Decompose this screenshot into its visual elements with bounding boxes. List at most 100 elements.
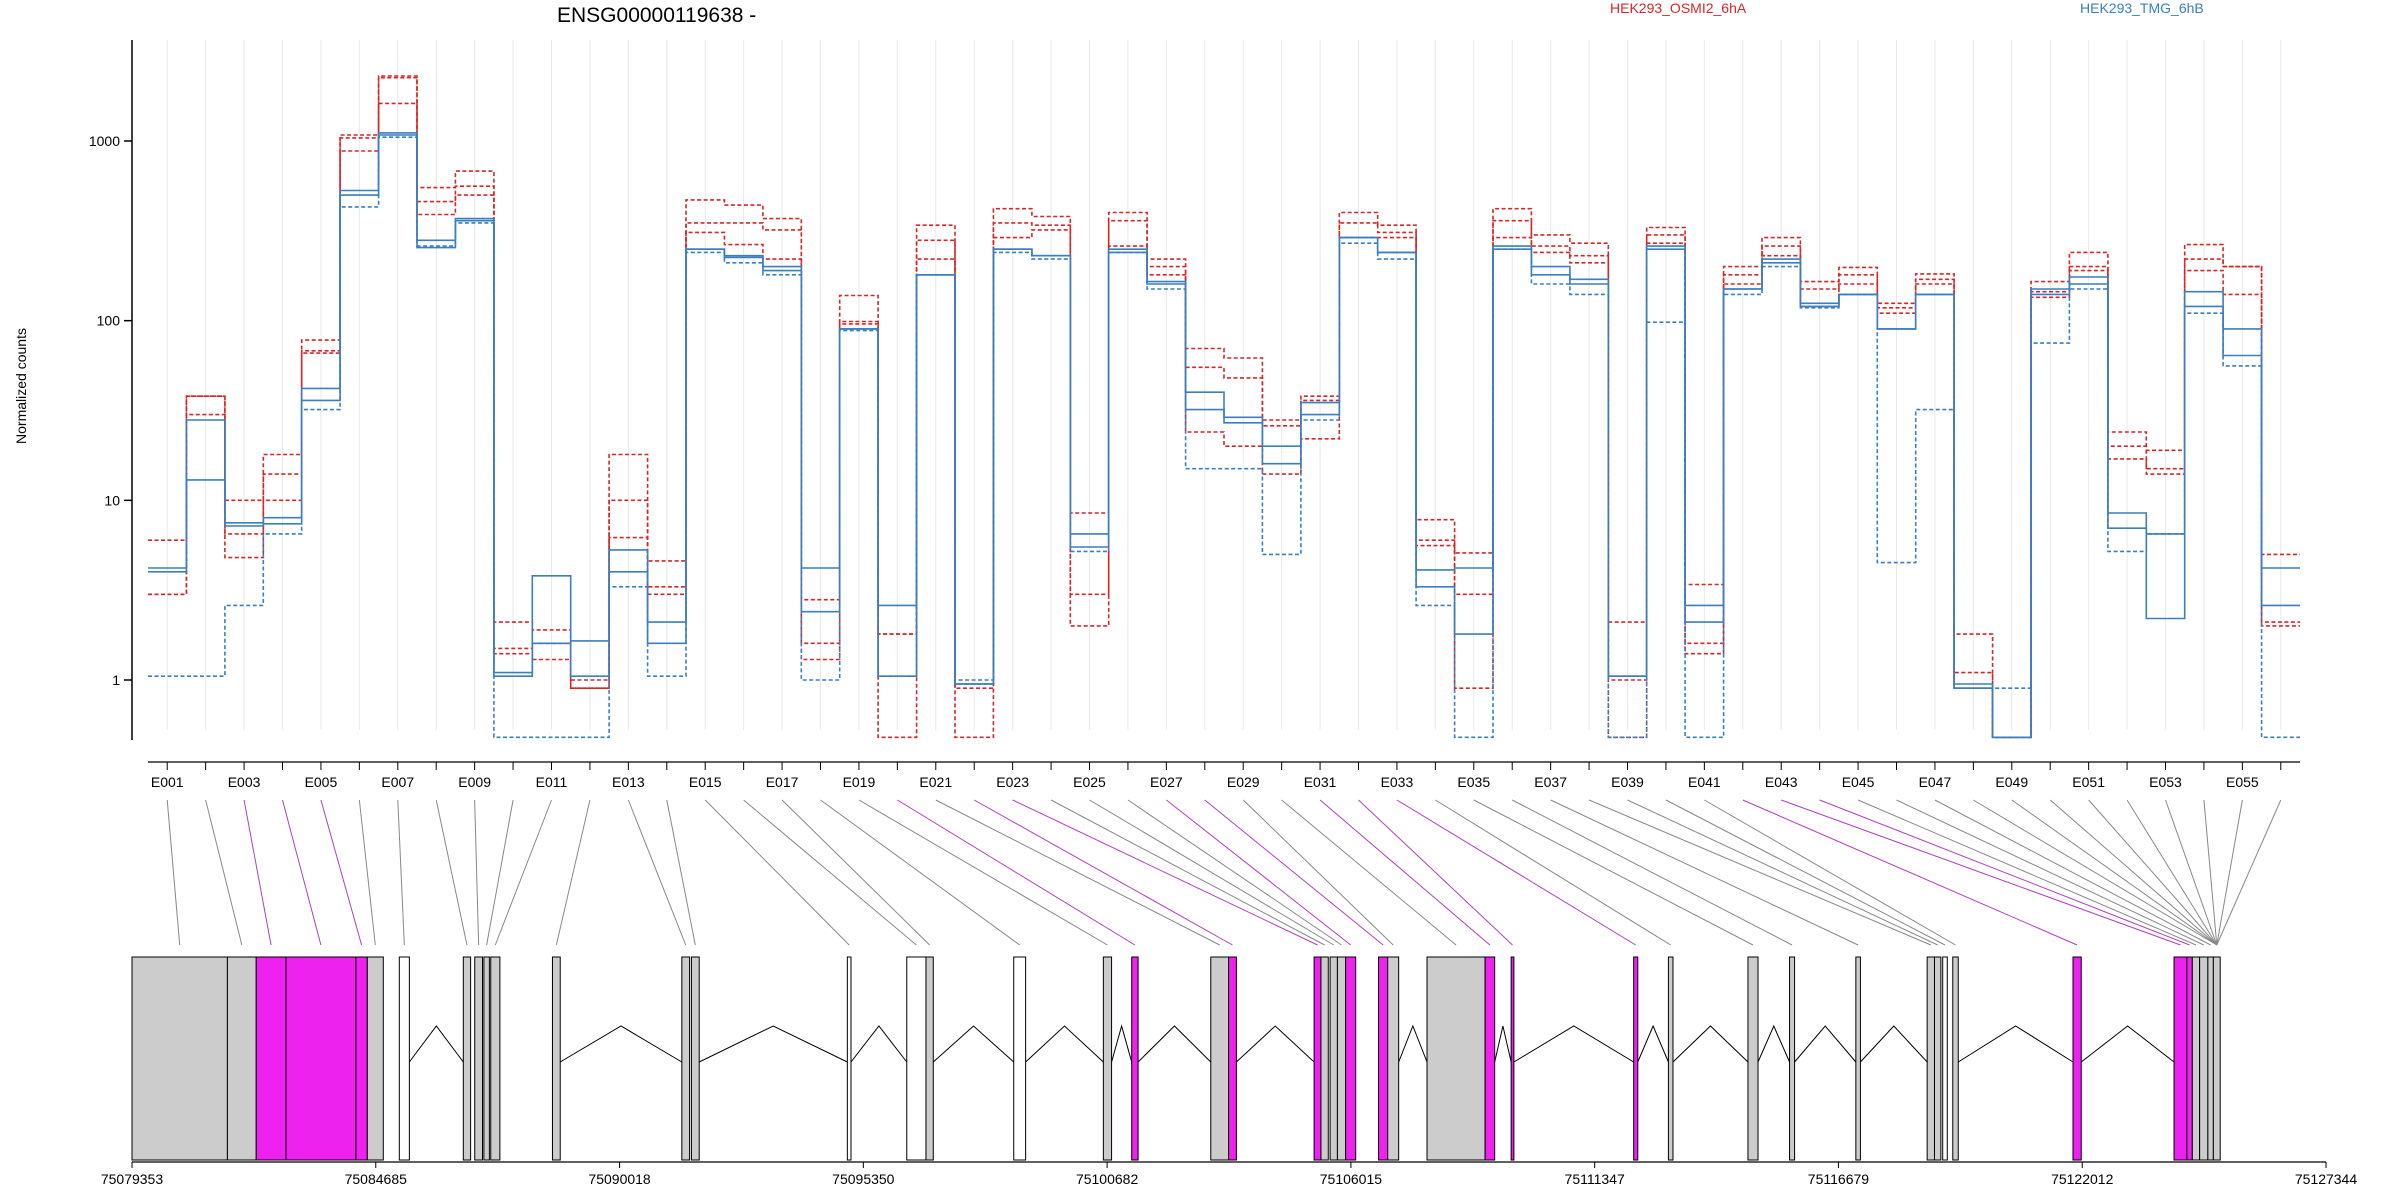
exon-connector bbox=[820, 799, 1020, 946]
intron-line bbox=[1513, 1025, 1634, 1063]
exon-tick-label: E041 bbox=[1688, 774, 1721, 790]
exon-block bbox=[1426, 956, 1486, 1161]
intron-line bbox=[1637, 1024, 1669, 1063]
exon-tick-label: E035 bbox=[1457, 774, 1490, 790]
coordinate-label: 75084685 bbox=[345, 1171, 408, 1187]
exon-tick-label: E023 bbox=[996, 774, 1029, 790]
intron-line bbox=[559, 1025, 683, 1063]
exon-connector bbox=[781, 799, 930, 946]
exon-connector bbox=[666, 799, 696, 946]
exon-connector bbox=[1473, 799, 1754, 946]
exon-block bbox=[366, 956, 384, 1161]
exon-connector bbox=[397, 799, 405, 946]
exon-connector bbox=[358, 799, 376, 946]
exon-block bbox=[1345, 956, 1357, 1161]
exon-block bbox=[2072, 956, 2082, 1161]
coordinate-label: 75100682 bbox=[1076, 1171, 1139, 1187]
exon-connector bbox=[858, 799, 1108, 946]
y-axis-label: Normalized counts bbox=[13, 328, 29, 444]
intron-line bbox=[1860, 1025, 1928, 1063]
exon-tick-label: E045 bbox=[1842, 774, 1875, 790]
series-line bbox=[148, 132, 2300, 739]
exon-connector bbox=[435, 799, 468, 946]
exon-block bbox=[906, 956, 927, 1161]
exon-block bbox=[1329, 956, 1338, 1161]
intron-line bbox=[932, 1025, 1015, 1063]
exon-block bbox=[2212, 956, 2221, 1161]
series-line bbox=[148, 75, 2300, 739]
exon-block bbox=[1102, 956, 1113, 1161]
intron-line bbox=[1494, 1025, 1512, 1063]
exon-connector bbox=[627, 799, 687, 946]
y-tick-label: 1 bbox=[112, 672, 120, 688]
coordinate-label: 75095350 bbox=[832, 1171, 895, 1187]
exon-connector bbox=[1704, 799, 1956, 946]
exon-block bbox=[1667, 956, 1674, 1161]
exon-connector bbox=[1242, 799, 1394, 946]
exon-tick-label: E009 bbox=[458, 774, 491, 790]
exon-tick-label: E013 bbox=[612, 774, 645, 790]
exon-block bbox=[1131, 956, 1139, 1161]
exon-connector bbox=[486, 799, 514, 946]
exon-block bbox=[131, 956, 228, 1161]
exon-tick-label: E037 bbox=[1534, 774, 1567, 790]
exon-block bbox=[1952, 956, 1959, 1161]
exon-connector bbox=[1511, 799, 1793, 946]
exon-tick-label: E043 bbox=[1765, 774, 1798, 790]
exon-block bbox=[2199, 956, 2209, 1161]
y-tick-label: 10 bbox=[104, 492, 120, 508]
coordinate-label: 75111347 bbox=[1565, 1171, 1625, 1187]
series-line bbox=[148, 136, 2300, 739]
exon-connector bbox=[1281, 799, 1457, 946]
exon-connector bbox=[743, 799, 917, 946]
y-tick-label: 1000 bbox=[89, 133, 120, 149]
intron-line bbox=[408, 1025, 464, 1063]
exon-tick-label: E025 bbox=[1073, 774, 1106, 790]
exon-block bbox=[398, 956, 410, 1161]
exon-connector bbox=[494, 799, 552, 946]
exon-connector bbox=[166, 799, 181, 946]
exon-block bbox=[1378, 956, 1389, 1161]
coordinate-label: 75127344 bbox=[2295, 1171, 2358, 1187]
exon-tick-label: E031 bbox=[1304, 774, 1337, 790]
exon-connector bbox=[243, 799, 272, 946]
exon-connector bbox=[935, 799, 1220, 946]
exon-tick-label: E039 bbox=[1611, 774, 1644, 790]
exon-connector bbox=[2216, 799, 2243, 946]
intron-line bbox=[1794, 1025, 1857, 1063]
exon-axis: E001 E003 E005 E007 E009 E011 E013 E015 E017 E019… bbox=[148, 761, 2300, 790]
exon-connector bbox=[1319, 799, 1491, 946]
exon-connector bbox=[973, 799, 1233, 946]
exon-connector bbox=[2216, 799, 2282, 946]
exon-block bbox=[462, 956, 472, 1161]
exon-block bbox=[1484, 956, 1496, 1161]
exon-connector bbox=[1742, 799, 2078, 946]
exon-block bbox=[1926, 956, 1935, 1161]
exon-tick-label: E001 bbox=[151, 774, 184, 790]
exon-tick-label: E027 bbox=[1150, 774, 1183, 790]
intron-line bbox=[698, 1025, 848, 1063]
exon-block bbox=[551, 956, 561, 1161]
exon-connector bbox=[1934, 799, 2211, 946]
exon-tick-label: E007 bbox=[381, 774, 414, 790]
exon-block bbox=[2207, 956, 2214, 1161]
exon-block bbox=[925, 956, 934, 1161]
exon-block bbox=[1336, 956, 1347, 1161]
exon-connector bbox=[2049, 799, 2218, 946]
exon-block bbox=[226, 956, 257, 1161]
exon-block bbox=[1789, 956, 1796, 1161]
exon-connector bbox=[1781, 799, 2181, 946]
exon-tick-label: E029 bbox=[1227, 774, 1260, 790]
legend-label-osmi2: HEK293_OSMI2_6hA bbox=[1610, 0, 1747, 16]
exon-tick-label: E011 bbox=[536, 774, 568, 790]
exon-tick-label: E017 bbox=[766, 774, 799, 790]
exon-tick-label: E015 bbox=[689, 774, 722, 790]
coordinate-label: 75122012 bbox=[2051, 1171, 2114, 1187]
intron-line bbox=[1957, 1025, 2074, 1063]
coordinate-label: 75116679 bbox=[1808, 1171, 1869, 1187]
exon-connector bbox=[1127, 799, 1342, 946]
intron-line bbox=[1025, 1025, 1104, 1063]
exon-block bbox=[690, 956, 700, 1161]
exon-connector bbox=[1550, 799, 1859, 946]
